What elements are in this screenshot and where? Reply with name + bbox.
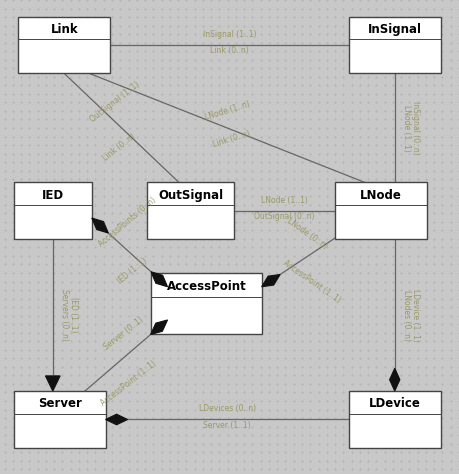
Text: Link (0..n): Link (0..n): [101, 132, 137, 163]
Text: Server (1..1): Server (1..1): [203, 421, 251, 430]
Bar: [147, 182, 234, 239]
Text: LNode (0..n): LNode (0..n): [285, 217, 330, 251]
Polygon shape: [45, 376, 60, 391]
Bar: [18, 17, 110, 73]
Bar: [349, 17, 441, 73]
Text: OutSignal (1..1): OutSignal (1..1): [88, 80, 141, 124]
Text: AccessPoint (1..1): AccessPoint (1..1): [282, 258, 342, 305]
Bar: [151, 273, 262, 334]
Text: Link (0..n): Link (0..n): [210, 46, 249, 55]
Text: LNode (1..n): LNode (1..n): [203, 100, 251, 122]
Text: InSignal: InSignal: [368, 23, 422, 36]
Polygon shape: [151, 272, 168, 287]
Text: Server: Server: [38, 397, 82, 410]
Polygon shape: [262, 274, 280, 287]
Polygon shape: [106, 414, 128, 425]
Text: IED: IED: [42, 189, 64, 201]
Text: LNodes (0..n): LNodes (0..n): [402, 290, 411, 341]
Polygon shape: [151, 320, 168, 335]
Text: AccessPoints (0..n): AccessPoints (0..n): [97, 195, 158, 248]
Text: LDevice: LDevice: [369, 397, 421, 410]
Text: AccessPoint (1..1): AccessPoint (1..1): [99, 359, 158, 408]
Text: LNode (1..1): LNode (1..1): [402, 105, 411, 151]
Text: InSignal (1..1): InSignal (1..1): [203, 30, 256, 39]
Text: LNode: LNode: [360, 189, 402, 201]
Text: Server (0..1): Server (0..1): [102, 315, 146, 352]
Text: LDevices (0..n): LDevices (0..n): [199, 404, 256, 413]
Text: Link: Link: [50, 23, 78, 36]
Text: OutSignal (0..n): OutSignal (0..n): [254, 212, 315, 221]
Text: Link (0..n): Link (0..n): [212, 129, 252, 149]
Bar: [335, 182, 427, 239]
Text: AccessPoint: AccessPoint: [167, 280, 246, 292]
Text: IED (1..1): IED (1..1): [116, 256, 149, 286]
Text: IED (1..1): IED (1..1): [69, 298, 78, 333]
Text: InSignal (0..n): InSignal (0..n): [411, 101, 420, 155]
Bar: [14, 391, 106, 448]
Text: LDevice (1..1): LDevice (1..1): [411, 289, 420, 342]
Text: Servers (0..n): Servers (0..n): [60, 289, 69, 341]
Text: OutSignal: OutSignal: [158, 189, 223, 201]
Polygon shape: [92, 218, 108, 233]
Bar: [14, 182, 92, 239]
Polygon shape: [390, 368, 400, 391]
Text: LNode (1..1): LNode (1..1): [261, 196, 308, 205]
Bar: [349, 391, 441, 448]
